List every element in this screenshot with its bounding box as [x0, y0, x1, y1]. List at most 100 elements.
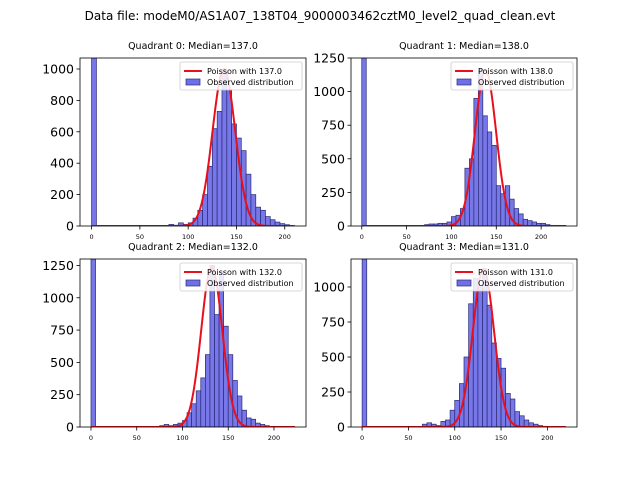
x-tick-label: 0 — [89, 434, 93, 442]
histogram-bar — [200, 377, 206, 427]
histogram-bar — [211, 128, 218, 226]
axes-frame — [350, 258, 578, 428]
y-tick-label: 400 — [50, 156, 74, 171]
x-tick-label: 150 — [222, 434, 234, 442]
legend-bar-swatch — [456, 279, 472, 287]
x-tick-label: 0 — [360, 233, 364, 241]
legend-bar-swatch — [185, 279, 201, 287]
histogram-bar — [221, 71, 228, 226]
subplot-title: Quadrant 0: Median=137.0 — [128, 41, 258, 52]
axes-frame — [350, 57, 578, 227]
x-tick-label: 100 — [176, 434, 188, 442]
histogram-bar — [205, 354, 211, 427]
histogram-bar — [226, 89, 232, 226]
histogram-bar — [361, 58, 367, 226]
histogram-bar — [195, 390, 202, 427]
y-tick-label: 1000 — [42, 61, 74, 76]
subplot-1: Quadrant 1: Median=138.0 0 50 100 150 200 0 250… — [313, 41, 578, 241]
legend: Poisson with 132.0 Observed distribution — [179, 262, 303, 292]
x-tick-label: 200 — [279, 233, 291, 241]
y-tick-label: 250 — [50, 387, 74, 402]
histogram-bar — [495, 185, 502, 226]
axes-frame — [79, 57, 307, 227]
subplot-title: Quadrant 2: Median=132.0 — [128, 242, 258, 253]
histogram-bar — [491, 145, 497, 226]
y-tick-label: 500 — [321, 151, 345, 166]
histogram-bar — [519, 415, 525, 427]
y-tick-label: 750 — [50, 323, 74, 338]
histogram-bar — [216, 111, 223, 226]
legend-entry-poisson: Poisson with 131.0 — [478, 268, 553, 277]
legend-bar-swatch — [456, 78, 472, 86]
y-tick-label: 0 — [337, 420, 345, 435]
legend: Poisson with 137.0 Observed distribution — [179, 61, 303, 91]
x-tick-label: 0 — [360, 434, 364, 442]
legend-entry-poisson: Poisson with 132.0 — [207, 268, 282, 277]
x-tick-label: 100 — [445, 233, 457, 241]
legend: Poisson with 138.0 Observed distribution — [450, 61, 574, 91]
histogram-bar — [232, 380, 238, 427]
figure-suptitle: Data file: modeM0/AS1A07_138T04_90000034… — [85, 9, 556, 23]
y-tick-label: 500 — [50, 355, 74, 370]
histogram-bar — [250, 418, 257, 427]
histogram-bar — [482, 268, 488, 427]
x-tick-label: 150 — [230, 233, 242, 241]
y-tick-label: 1000 — [42, 290, 74, 305]
x-tick-label: 150 — [495, 434, 507, 442]
y-tick-label: 800 — [50, 93, 74, 108]
legend-bar-swatch — [185, 78, 201, 86]
legend: Poisson with 131.0 Observed distribution — [450, 262, 574, 292]
poisson-curve — [361, 68, 567, 226]
y-tick-label: 1250 — [313, 51, 345, 66]
y-tick-label: 0 — [66, 219, 74, 234]
y-tick-label: 750 — [321, 315, 345, 330]
histogram-bar — [491, 342, 497, 427]
y-tick-label: 1250 — [42, 258, 74, 273]
histogram-bar — [207, 165, 213, 226]
histogram-bar — [482, 115, 488, 226]
legend-entry-poisson: Poisson with 137.0 — [207, 67, 282, 76]
x-tick-label: 0 — [90, 233, 94, 241]
subplot-3: Quadrant 3: Median=131.0 0 50 100 150 200 0 250… — [313, 242, 578, 442]
legend-box — [450, 262, 574, 292]
legend-entry-observed: Observed distribution — [207, 78, 294, 87]
y-tick-label: 750 — [321, 118, 345, 133]
poisson-curve — [91, 67, 295, 226]
x-tick-label: 50 — [133, 434, 141, 442]
histogram-bar — [91, 58, 97, 226]
x-tick-label: 100 — [449, 434, 461, 442]
y-tick-label: 0 — [337, 219, 345, 234]
histogram-bar — [191, 403, 197, 427]
legend-entry-poisson: Poisson with 138.0 — [478, 67, 553, 76]
legend-box — [450, 61, 574, 91]
histogram-bar — [218, 271, 225, 427]
x-tick-label: 50 — [404, 434, 412, 442]
x-tick-label: 50 — [136, 233, 144, 241]
y-tick-label: 200 — [50, 187, 74, 202]
y-tick-label: 1000 — [313, 84, 345, 99]
histogram-bar — [245, 173, 252, 226]
poisson-curve — [90, 265, 296, 427]
y-tick-label: 0 — [66, 420, 74, 435]
x-tick-label: 200 — [268, 434, 280, 442]
axes-frame — [79, 258, 307, 428]
histogram-bar — [486, 131, 493, 226]
x-tick-label: 100 — [182, 233, 194, 241]
histogram-bar — [486, 304, 493, 427]
legend-entry-observed: Observed distribution — [207, 279, 294, 288]
subplot-2: Quadrant 2: Median=132.0 0 50 100 150 200 0 250… — [42, 242, 307, 442]
histogram-bar — [265, 216, 271, 226]
histogram-bar — [477, 286, 483, 427]
y-tick-label: 1000 — [313, 280, 345, 295]
subplot-title: Quadrant 3: Median=131.0 — [399, 242, 529, 253]
legend-entry-observed: Observed distribution — [478, 78, 565, 87]
legend-box — [179, 262, 303, 292]
y-tick-label: 500 — [321, 350, 345, 365]
subplot-0: Quadrant 0: Median=137.0 0 50 100 150 200 0 200… — [42, 41, 307, 241]
subplot-title: Quadrant 1: Median=138.0 — [399, 41, 529, 52]
histogram-bar — [361, 259, 368, 427]
y-tick-label: 250 — [321, 385, 345, 400]
histogram-bar — [260, 209, 266, 226]
y-tick-label: 600 — [50, 124, 74, 139]
